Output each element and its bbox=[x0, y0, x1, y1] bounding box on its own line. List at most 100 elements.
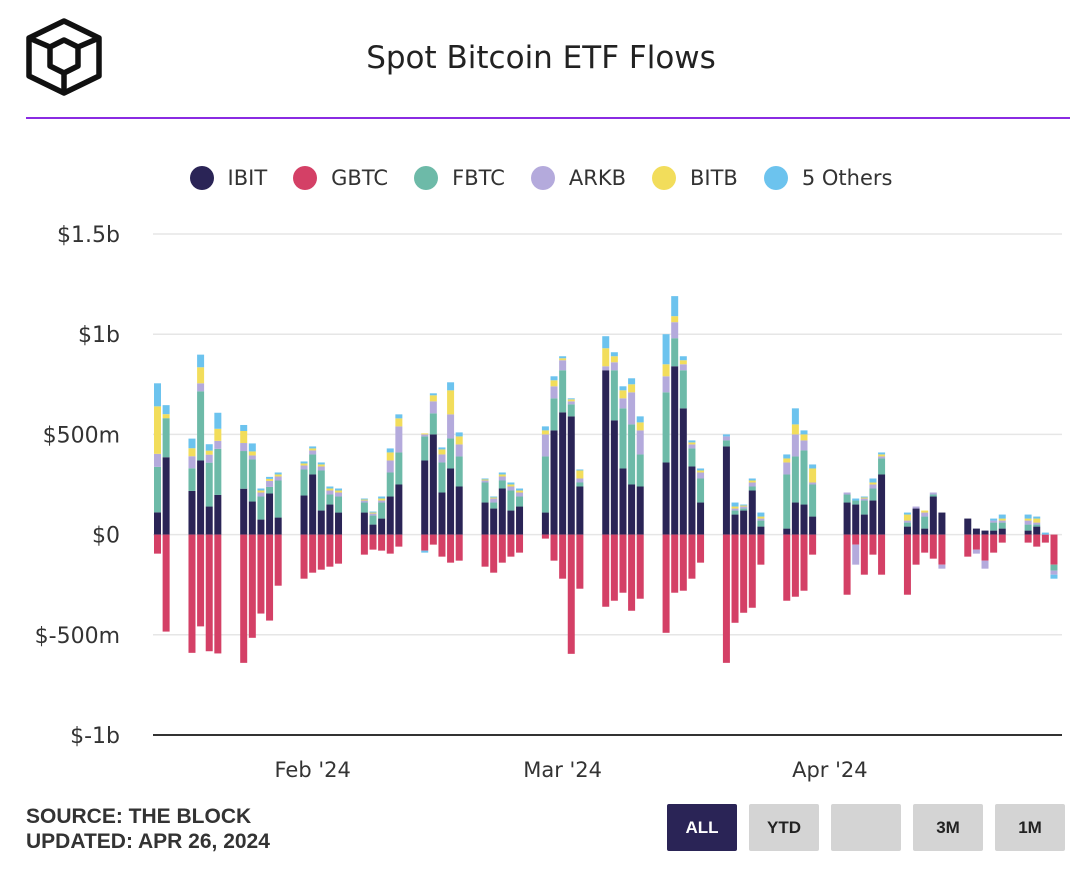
bar-segment-gbtc[interactable] bbox=[662, 534, 670, 633]
bar-segment-ibit[interactable] bbox=[731, 514, 739, 535]
bar-segment-fbtc[interactable] bbox=[878, 458, 886, 475]
range-button[interactable]: 3M bbox=[913, 804, 983, 851]
bar-segment-fbtc[interactable] bbox=[1024, 524, 1032, 531]
bar-segment-5-others[interactable] bbox=[852, 498, 860, 501]
bar-segment-arkb[interactable] bbox=[369, 513, 377, 516]
bar-segment-gbtc[interactable] bbox=[429, 534, 437, 545]
bar-segment-gbtc[interactable] bbox=[309, 534, 317, 573]
bar-segment-fbtc[interactable] bbox=[188, 468, 196, 491]
bar-segment-arkb[interactable] bbox=[628, 392, 636, 425]
bar-segment-fbtc[interactable] bbox=[507, 490, 515, 511]
bar-segment-arkb[interactable] bbox=[860, 498, 868, 501]
bar-segment-bitb[interactable] bbox=[317, 464, 325, 467]
bar-segment-fbtc[interactable] bbox=[559, 370, 567, 413]
bar-segment-arkb[interactable] bbox=[507, 486, 515, 491]
bar-segment-fbtc[interactable] bbox=[455, 456, 463, 487]
bar-segment-fbtc[interactable] bbox=[610, 370, 618, 421]
bar-segment-gbtc[interactable] bbox=[748, 534, 756, 608]
bar-segment-ibit[interactable] bbox=[602, 370, 610, 535]
bar-segment-ibit[interactable] bbox=[748, 490, 756, 535]
bar-segment-gbtc[interactable] bbox=[369, 534, 377, 550]
bar-segment-arkb[interactable] bbox=[481, 480, 489, 483]
bar-segment-fbtc[interactable] bbox=[335, 496, 343, 513]
bar-segment-arkb[interactable] bbox=[998, 520, 1006, 523]
bar-segment-bitb[interactable] bbox=[1033, 518, 1041, 523]
bar-segment-gbtc[interactable] bbox=[972, 534, 980, 550]
bar-segment-gbtc[interactable] bbox=[981, 534, 989, 561]
bar-segment-bitb[interactable] bbox=[300, 463, 308, 466]
bar-segment-gbtc[interactable] bbox=[438, 534, 446, 557]
bar-segment-arkb[interactable] bbox=[205, 454, 213, 463]
bar-segment-ibit[interactable] bbox=[800, 504, 808, 535]
bar-segment-ibit[interactable] bbox=[360, 512, 368, 535]
bar-segment-bitb[interactable] bbox=[498, 474, 506, 477]
bar-segment-bitb[interactable] bbox=[610, 356, 618, 363]
bar-segment-fbtc[interactable] bbox=[740, 508, 748, 511]
bar-segment-ibit[interactable] bbox=[309, 474, 317, 535]
bar-segment-arkb[interactable] bbox=[248, 455, 256, 460]
bar-segment-5-others[interactable] bbox=[300, 461, 308, 464]
bar-segment-fbtc[interactable] bbox=[490, 502, 498, 509]
bar-segment-fbtc[interactable] bbox=[800, 450, 808, 505]
bar-segment-gbtc[interactable] bbox=[912, 534, 920, 565]
bar-segment-gbtc[interactable] bbox=[481, 534, 489, 567]
bar-segment-5-others[interactable] bbox=[205, 444, 213, 451]
bar-segment-gbtc[interactable] bbox=[541, 534, 549, 539]
bar-segment-ibit[interactable] bbox=[740, 510, 748, 535]
bar-segment-5-others[interactable] bbox=[248, 443, 256, 452]
bar-segment-bitb[interactable] bbox=[274, 474, 282, 477]
bar-segment-gbtc[interactable] bbox=[791, 534, 799, 597]
bar-segment-ibit[interactable] bbox=[317, 510, 325, 535]
bar-segment-ibit[interactable] bbox=[921, 528, 929, 535]
bar-segment-gbtc[interactable] bbox=[628, 534, 636, 611]
range-button[interactable]: 1M bbox=[995, 804, 1065, 851]
bar-segment-bitb[interactable] bbox=[421, 433, 429, 435]
bar-segment-ibit[interactable] bbox=[860, 514, 868, 535]
bar-segment-bitb[interactable] bbox=[438, 449, 446, 455]
range-button[interactable] bbox=[831, 804, 901, 851]
bar-segment-arkb[interactable] bbox=[257, 492, 265, 497]
bar-segment-fbtc[interactable] bbox=[498, 480, 506, 489]
bar-segment-bitb[interactable] bbox=[619, 390, 627, 399]
bar-segment-ibit[interactable] bbox=[636, 486, 644, 535]
bar-segment-gbtc[interactable] bbox=[447, 534, 455, 563]
bar-segment-gbtc[interactable] bbox=[274, 534, 282, 586]
bar-segment-ibit[interactable] bbox=[369, 524, 377, 535]
bar-segment-fbtc[interactable] bbox=[266, 486, 274, 494]
bar-segment-5-others[interactable] bbox=[731, 502, 739, 507]
bar-segment-5-others[interactable] bbox=[783, 454, 791, 459]
bar-segment-5-others[interactable] bbox=[274, 472, 282, 475]
range-button[interactable]: ALL bbox=[667, 804, 737, 851]
bar-segment-arkb[interactable] bbox=[214, 440, 222, 449]
bar-segment-ibit[interactable] bbox=[205, 506, 213, 535]
bar-segment-5-others[interactable] bbox=[266, 476, 274, 479]
bar-segment-bitb[interactable] bbox=[386, 452, 394, 461]
bar-segment-gbtc[interactable] bbox=[395, 534, 403, 547]
bar-segment-arkb[interactable] bbox=[317, 466, 325, 471]
bar-segment-gbtc[interactable] bbox=[800, 534, 808, 591]
bar-segment-5-others[interactable] bbox=[619, 386, 627, 391]
bar-segment-fbtc[interactable] bbox=[628, 424, 636, 485]
bar-segment-fbtc[interactable] bbox=[438, 462, 446, 493]
bar-segment-ibit[interactable] bbox=[326, 504, 334, 535]
bar-segment-bitb[interactable] bbox=[455, 436, 463, 445]
bar-segment-gbtc[interactable] bbox=[636, 534, 644, 599]
bar-segment-ibit[interactable] bbox=[878, 474, 886, 535]
bar-segment-ibit[interactable] bbox=[567, 416, 575, 535]
bar-segment-arkb[interactable] bbox=[490, 498, 498, 503]
bar-segment-5-others[interactable] bbox=[386, 448, 394, 453]
bar-segment-gbtc[interactable] bbox=[697, 534, 705, 563]
bar-segment-gbtc[interactable] bbox=[154, 534, 161, 554]
bar-segment-ibit[interactable] bbox=[903, 526, 911, 535]
bar-segment-5-others[interactable] bbox=[903, 512, 911, 515]
bar-segment-arkb[interactable] bbox=[378, 500, 386, 503]
bar-segment-5-others[interactable] bbox=[671, 296, 679, 317]
bar-segment-arkb[interactable] bbox=[843, 492, 851, 495]
bar-segment-fbtc[interactable] bbox=[636, 454, 644, 487]
bar-segment-5-others[interactable] bbox=[162, 405, 170, 415]
bar-segment-bitb[interactable] bbox=[860, 497, 868, 499]
bar-segment-bitb[interactable] bbox=[360, 499, 368, 501]
bar-segment-gbtc[interactable] bbox=[679, 534, 687, 591]
bar-segment-5-others[interactable] bbox=[360, 498, 368, 500]
bar-segment-gbtc[interactable] bbox=[490, 534, 498, 573]
